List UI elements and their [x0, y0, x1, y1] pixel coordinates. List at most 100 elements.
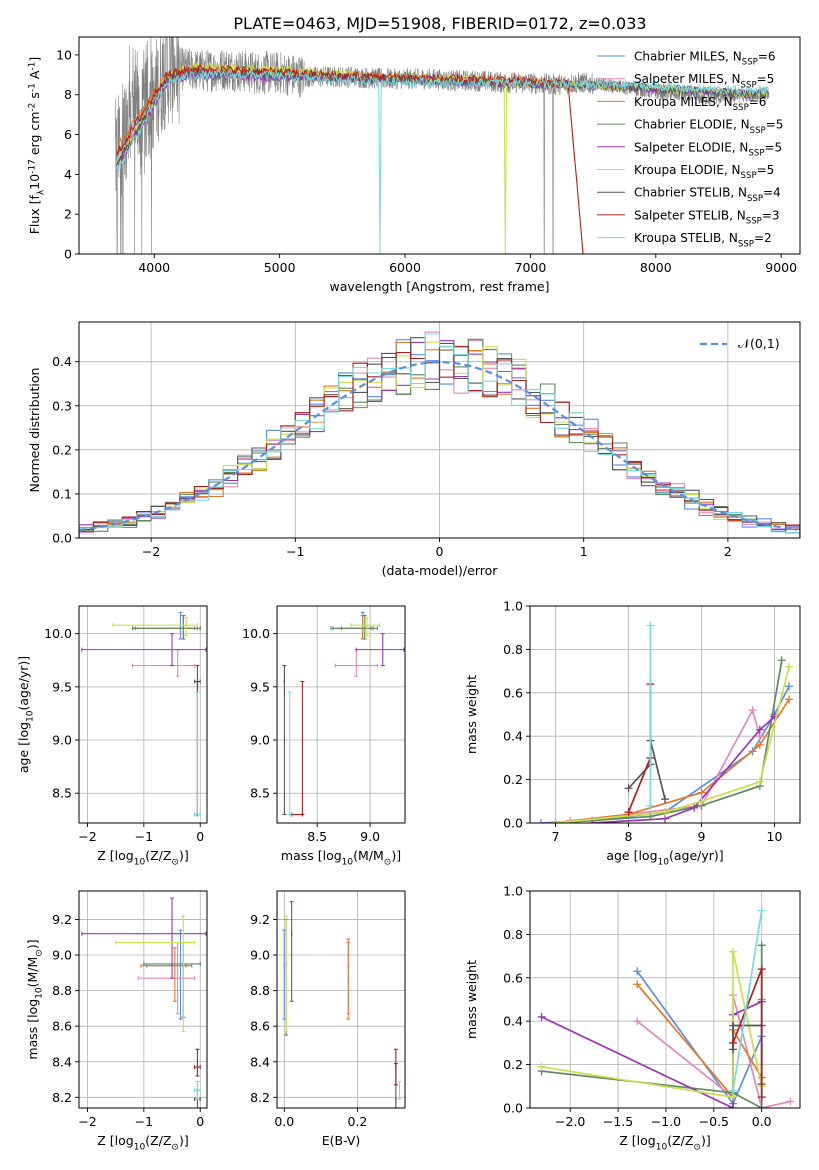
y-tick-label: 6: [64, 127, 72, 142]
y-tick-label: 9.2: [250, 912, 270, 927]
gaussian-reference-line: [79, 360, 798, 532]
axes-age_weight: 7 8 9 10 0.0 0.2 0.4 0.6 0.8 1.0 age [log10(age/yr…: [464, 599, 801, 867]
weight-series-line: [627, 684, 652, 813]
x-tick-label: 0.0: [752, 1114, 772, 1129]
axes-ebv_mass: 0.0 0.2 8.2 8.4 8.6 8.8 9.0 9.2 E(B-V): [250, 890, 406, 1148]
axes-frame: [276, 605, 406, 824]
y-tick-label: 9.0: [52, 948, 72, 963]
model-spectrum-line: [116, 68, 770, 254]
y-tick-label: 0: [64, 247, 72, 262]
y-tick-label: 9.5: [250, 679, 270, 694]
x-tick-label: −2.0: [555, 1114, 585, 1129]
legend-label: Kroupa MILES, NSSP=6: [634, 95, 766, 113]
y-tick-label: 4: [64, 167, 72, 182]
axes-Z_weight: −2.0 −1.5 −1.0 −0.5 0.0 0.0 0.2 0.4 0.6 0.8 1.0 Z […: [464, 884, 801, 1152]
x-tick-label: 4000: [138, 260, 170, 275]
weight-series-line: [555, 666, 790, 823]
spectrum-legend: Chabrier MILES, NSSP=6 Salpeter MILES, NS…: [597, 50, 783, 249]
y-tick-label: 8.2: [52, 1090, 72, 1105]
model-spectrum-line: [116, 63, 584, 254]
x-tick-label: 0: [196, 829, 204, 844]
y-tick-label: 0.8: [503, 927, 523, 942]
x-axis-label: Z [log10(Z/Z⊙)]: [97, 848, 188, 867]
figure-title: PLATE=0463, MJD=51908, FIBERID=0172, z=0…: [233, 14, 646, 33]
y-axis-label: mass [log10(M/M⊙)]: [25, 939, 44, 1059]
plot-area: [115, 37, 770, 254]
x-tick-label: 2: [724, 544, 732, 559]
x-tick-label: −0.5: [699, 1114, 729, 1129]
y-tick-label: 0.4: [503, 729, 523, 744]
y-tick-label: 10.0: [242, 626, 270, 641]
x-axis-label: (data-model)/error: [382, 563, 499, 578]
axes-frame: [78, 890, 208, 1109]
x-tick-label: −2: [78, 829, 96, 844]
x-tick-label: 7: [552, 829, 560, 844]
y-tick-label: 0.0: [503, 1101, 523, 1116]
y-tick-label: 9.2: [52, 912, 72, 927]
x-axis-label: Z [log10(Z/Z⊙)]: [97, 1133, 188, 1152]
y-axis-label: mass weight: [464, 675, 479, 754]
axes-frame: [276, 890, 406, 1109]
residual-histogram: [79, 333, 800, 538]
plot-area: [81, 897, 207, 1108]
x-axis-label: Z [log10(Z/Z⊙)]: [619, 1133, 710, 1152]
y-axis-label: Flux [fλ10-17 erg cm-2 s-1 A-1]: [27, 57, 46, 235]
y-tick-label: 8.6: [250, 1019, 270, 1034]
x-tick-label: 8.5: [307, 829, 327, 844]
legend-label: Chabrier MILES, NSSP=6: [634, 50, 776, 68]
y-tick-label: 8.4: [250, 1054, 270, 1069]
axes-frame: [78, 605, 208, 824]
y-tick-label: 0.8: [503, 642, 523, 657]
legend-label: Salpeter MILES, NSSP=5: [634, 72, 774, 90]
axes-frame: [529, 605, 801, 824]
legend-label: Chabrier STELIB, NSSP=4: [634, 186, 781, 204]
y-tick-label: 9.5: [52, 679, 72, 694]
y-tick-label: 8.2: [250, 1090, 270, 1105]
axes-spectrum: 4000 5000 6000 7000 8000 9000 0 2 4 6 8 10 wavelengt…: [27, 36, 801, 294]
x-tick-label: −2: [142, 544, 160, 559]
y-tick-label: 0.6: [503, 970, 523, 985]
legend-label: 𝒩(0,1): [738, 336, 780, 351]
y-tick-label: 10: [56, 47, 72, 62]
y-tick-label: 0.0: [52, 531, 72, 546]
model-spectrum-line: [116, 62, 584, 254]
y-tick-label: 8.4: [52, 1054, 72, 1069]
axes-Z_age: −2 −1 0 8.5 9.0 9.5 10.0 Z [log10(Z/Z⊙)] age [lo…: [16, 605, 208, 867]
x-tick-label: −1.0: [651, 1114, 681, 1129]
axes-Z_mass: −2 −1 0 8.2 8.4 8.6 8.8 9.0 9.2 Z [log10(Z/Z⊙)] ma…: [25, 890, 208, 1152]
y-axis-label: Normed distribution: [27, 368, 42, 493]
weight-series-line: [732, 910, 763, 1091]
y-tick-label: 8.5: [52, 786, 72, 801]
y-tick-label: 9.0: [250, 948, 270, 963]
legend-label: Salpeter ELODIE, NSSP=5: [634, 140, 782, 158]
x-tick-label: 0: [196, 1114, 204, 1129]
x-axis-label: E(B-V): [322, 1133, 361, 1148]
y-tick-label: 8: [64, 87, 72, 102]
x-tick-label: 0.2: [348, 1114, 368, 1129]
x-tick-label: 1: [580, 544, 588, 559]
weight-series-line: [732, 968, 763, 1098]
y-tick-label: 8.8: [52, 983, 72, 998]
y-tick-label: 0.2: [503, 772, 523, 787]
weight-series-line: [627, 740, 666, 800]
x-tick-label: 9: [698, 829, 706, 844]
plot-area: [81, 611, 207, 817]
y-tick-label: 0.2: [503, 1057, 523, 1072]
x-tick-label: 10: [767, 829, 783, 844]
plot-area: [537, 906, 795, 1108]
plot-area: [79, 331, 800, 538]
legend-label: Kroupa ELODIE, NSSP=5: [634, 163, 774, 181]
x-tick-label: −2: [78, 1114, 96, 1129]
model-spectrum-line: [116, 61, 770, 254]
x-tick-label: 9.0: [360, 829, 380, 844]
x-axis-label: mass [log10(M/M⊙)]: [281, 848, 401, 867]
x-tick-label: 8: [625, 829, 633, 844]
x-tick-label: −1: [135, 1114, 153, 1129]
x-tick-label: 6000: [389, 260, 421, 275]
x-tick-label: 0: [436, 544, 444, 559]
legend-label: Chabrier ELODIE, NSSP=5: [634, 118, 783, 136]
x-axis-label: wavelength [Angstrom, rest frame]: [329, 279, 549, 294]
y-tick-label: 8.5: [250, 786, 270, 801]
legend-label: Salpeter STELIB, NSSP=3: [634, 208, 780, 226]
x-tick-label: −1: [286, 544, 304, 559]
